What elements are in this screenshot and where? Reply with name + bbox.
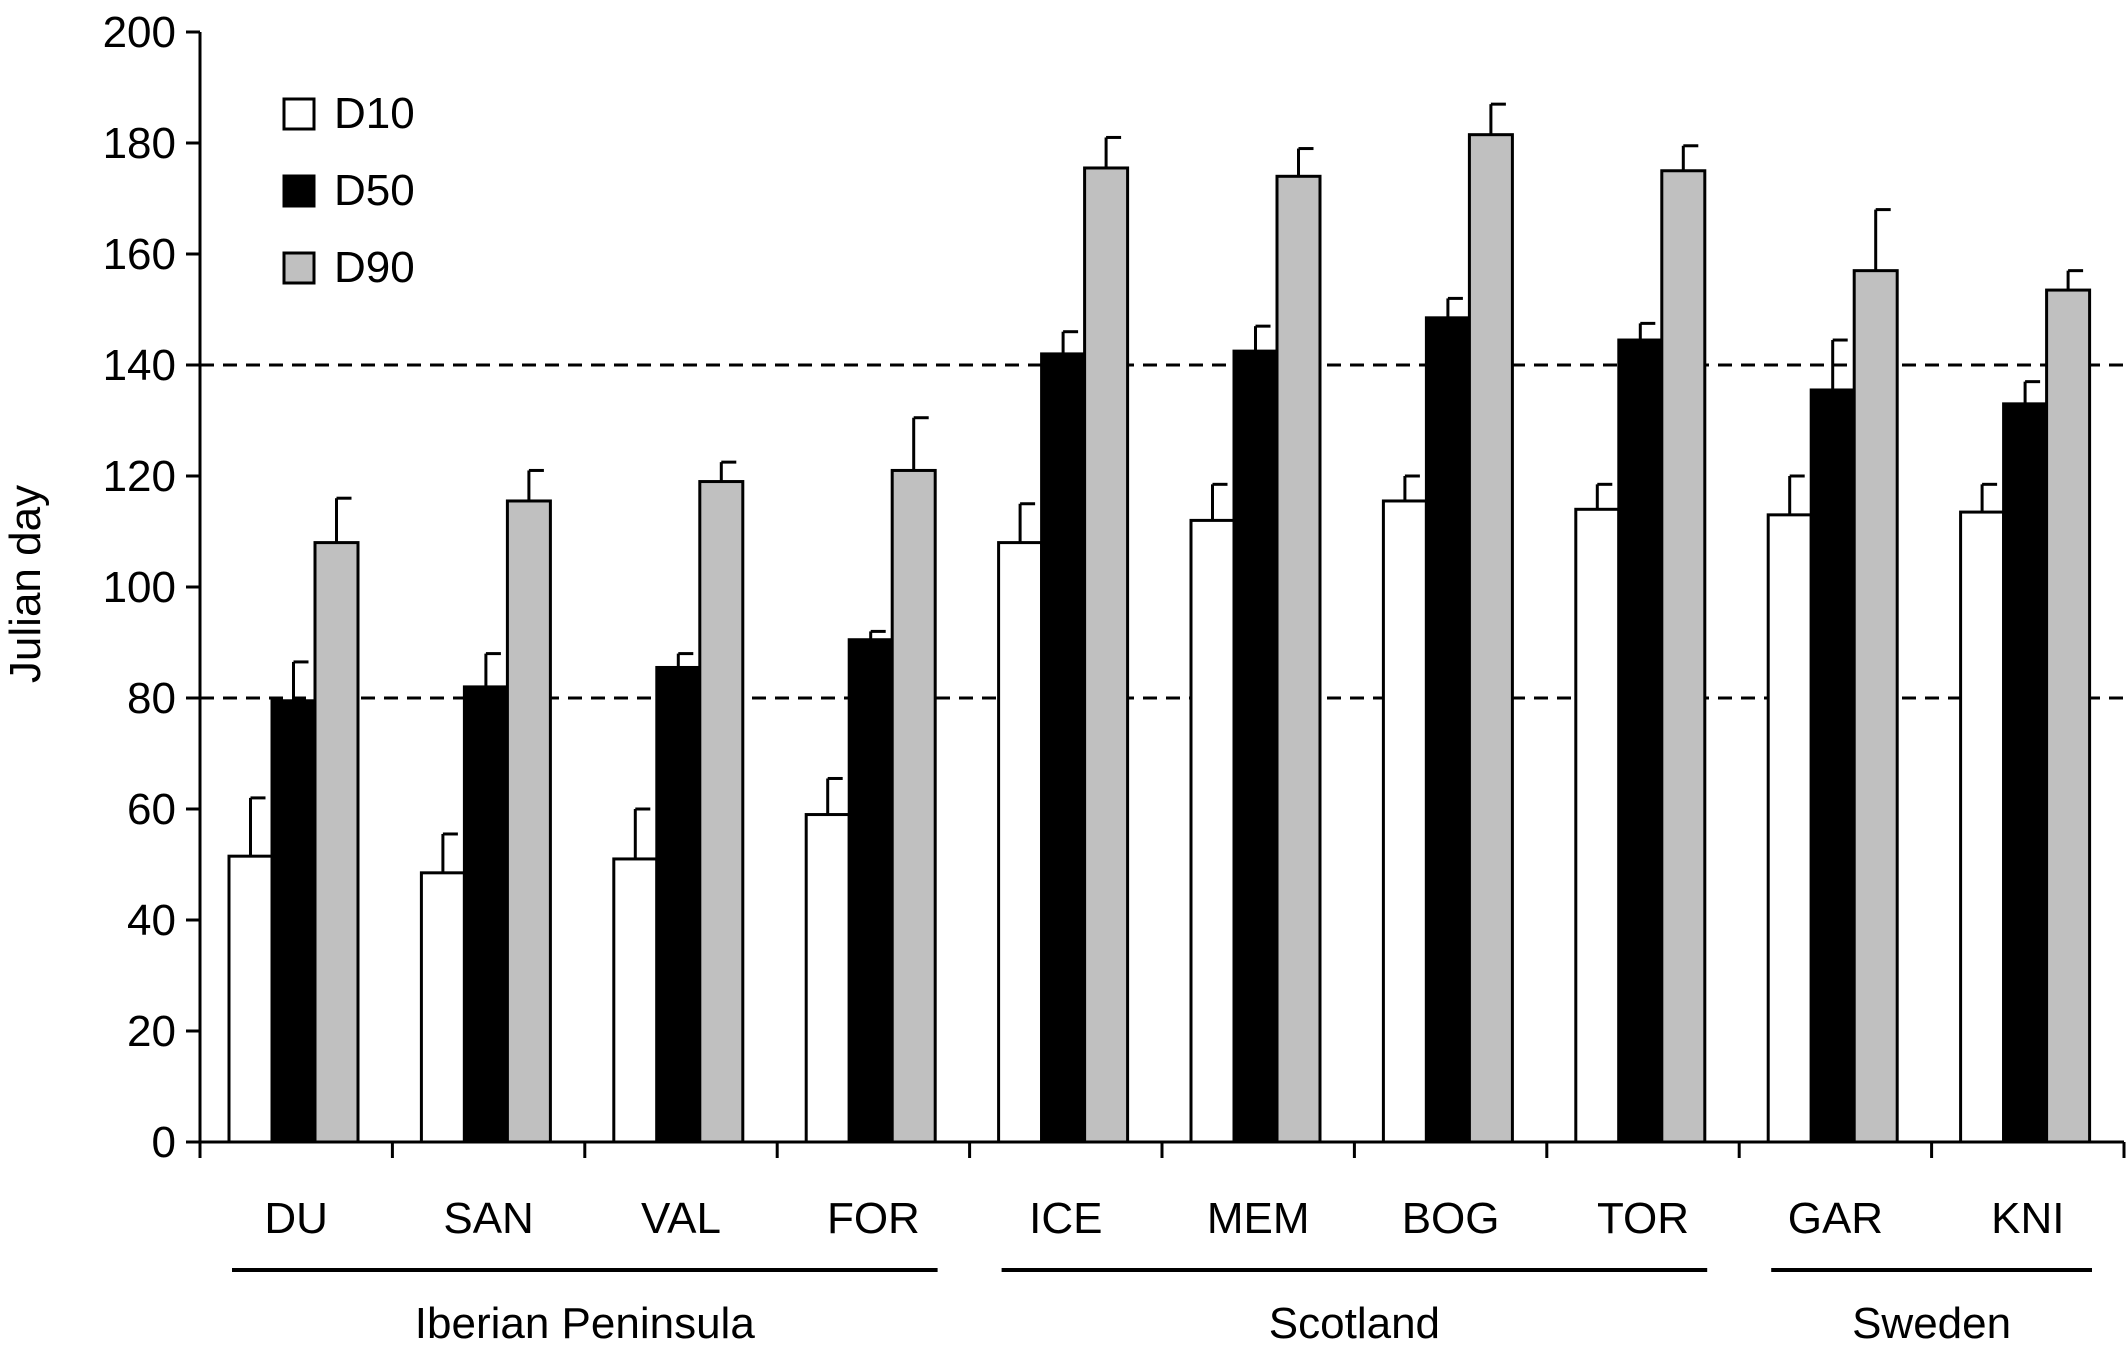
bar-group-bog — [1381, 102, 1514, 1144]
bar-group-ice — [997, 135, 1130, 1144]
x-tick-label-san: SAN — [443, 1194, 533, 1243]
bar-d90-bog — [1467, 133, 1514, 1144]
bar-group-val — [612, 460, 745, 1144]
bar-d10-kni — [1959, 510, 2006, 1144]
bar-d10-ice — [997, 541, 1044, 1144]
y-tick-label-80: 80 — [127, 674, 176, 723]
y-tick-label-120: 120 — [103, 452, 176, 501]
bar-d50-bog — [1424, 316, 1471, 1144]
x-tick-label-mem: MEM — [1207, 1194, 1310, 1243]
x-tick-label-bog: BOG — [1402, 1194, 1500, 1243]
legend-swatch-d50 — [282, 174, 316, 208]
y-tick-label-0: 0 — [152, 1118, 176, 1167]
bar-d10-for — [804, 813, 851, 1144]
bar-d10-mem — [1189, 518, 1236, 1144]
group-label-iberian-peninsula: Iberian Peninsula — [415, 1299, 756, 1348]
x-tick-label-ice: ICE — [1029, 1194, 1102, 1243]
y-tick-label-200: 200 — [103, 8, 176, 57]
bar-d90-tor — [1660, 169, 1707, 1144]
y-tick-label-60: 60 — [127, 785, 176, 834]
bar-d50-val — [655, 665, 702, 1144]
y-tick-label-180: 180 — [103, 119, 176, 168]
legend-swatch-d90 — [282, 251, 316, 285]
x-tick-label-tor: TOR — [1597, 1194, 1689, 1243]
bar-d90-san — [505, 499, 552, 1144]
bar-d90-kni — [2045, 288, 2092, 1144]
bar-group-mem — [1189, 147, 1322, 1144]
bar-d10-du — [227, 854, 274, 1144]
bar-d50-gar — [1809, 388, 1856, 1144]
bar-d90-ice — [1083, 166, 1130, 1144]
group-label-scotland: Scotland — [1269, 1299, 1440, 1348]
bar-d50-mem — [1232, 349, 1279, 1144]
bar-group-for — [804, 416, 937, 1144]
bar-d50-for — [847, 638, 894, 1144]
x-tick-label-gar: GAR — [1788, 1194, 1883, 1243]
y-tick-label-160: 160 — [103, 230, 176, 279]
bar-d10-gar — [1766, 513, 1813, 1144]
x-tick-label-du: DU — [264, 1194, 328, 1243]
legend: D10 D50 D90 — [282, 89, 415, 292]
group-label-sweden: Sweden — [1852, 1299, 2011, 1348]
x-tick-label-kni: KNI — [1991, 1194, 2064, 1243]
bar-d50-ice — [1040, 352, 1087, 1144]
legend-label-d50: D50 — [334, 166, 415, 215]
y-tick-label-20: 20 — [127, 1007, 176, 1056]
bar-d90-for — [890, 468, 937, 1144]
bar-d50-san — [462, 685, 509, 1144]
bar-d90-du — [313, 541, 360, 1144]
y-tick-label-140: 140 — [103, 341, 176, 390]
bar-d10-bog — [1381, 499, 1428, 1144]
y-tick-label-40: 40 — [127, 896, 176, 945]
bar-d10-val — [612, 857, 659, 1144]
legend-label-d10: D10 — [334, 89, 415, 138]
bars — [227, 102, 2092, 1144]
bar-group-du — [227, 496, 360, 1144]
bar-group-san — [419, 468, 552, 1144]
bar-d90-gar — [1852, 269, 1899, 1144]
y-tick-label-100: 100 — [103, 563, 176, 612]
bar-d90-val — [698, 480, 745, 1144]
bar-d50-tor — [1617, 338, 1664, 1144]
bar-d10-san — [419, 871, 466, 1144]
legend-label-d90: D90 — [334, 243, 415, 292]
bar-group-tor — [1574, 144, 1707, 1144]
bar-group-kni — [1959, 269, 2092, 1144]
x-tick-label-for: FOR — [827, 1194, 920, 1243]
bar-d10-tor — [1574, 507, 1621, 1144]
bar-d50-kni — [2002, 402, 2049, 1144]
bar-d90-mem — [1275, 174, 1322, 1144]
bar-d50-du — [270, 699, 317, 1144]
y-axis-title: Julian day — [1, 485, 50, 683]
legend-swatch-d10 — [282, 97, 316, 131]
axes: 0 20 40 60 80 100 120 140 160 180 200 DU SAN VAL FOR IC… — [103, 8, 2126, 1348]
bar-group-gar — [1766, 208, 1899, 1144]
x-tick-label-val: VAL — [641, 1194, 721, 1243]
